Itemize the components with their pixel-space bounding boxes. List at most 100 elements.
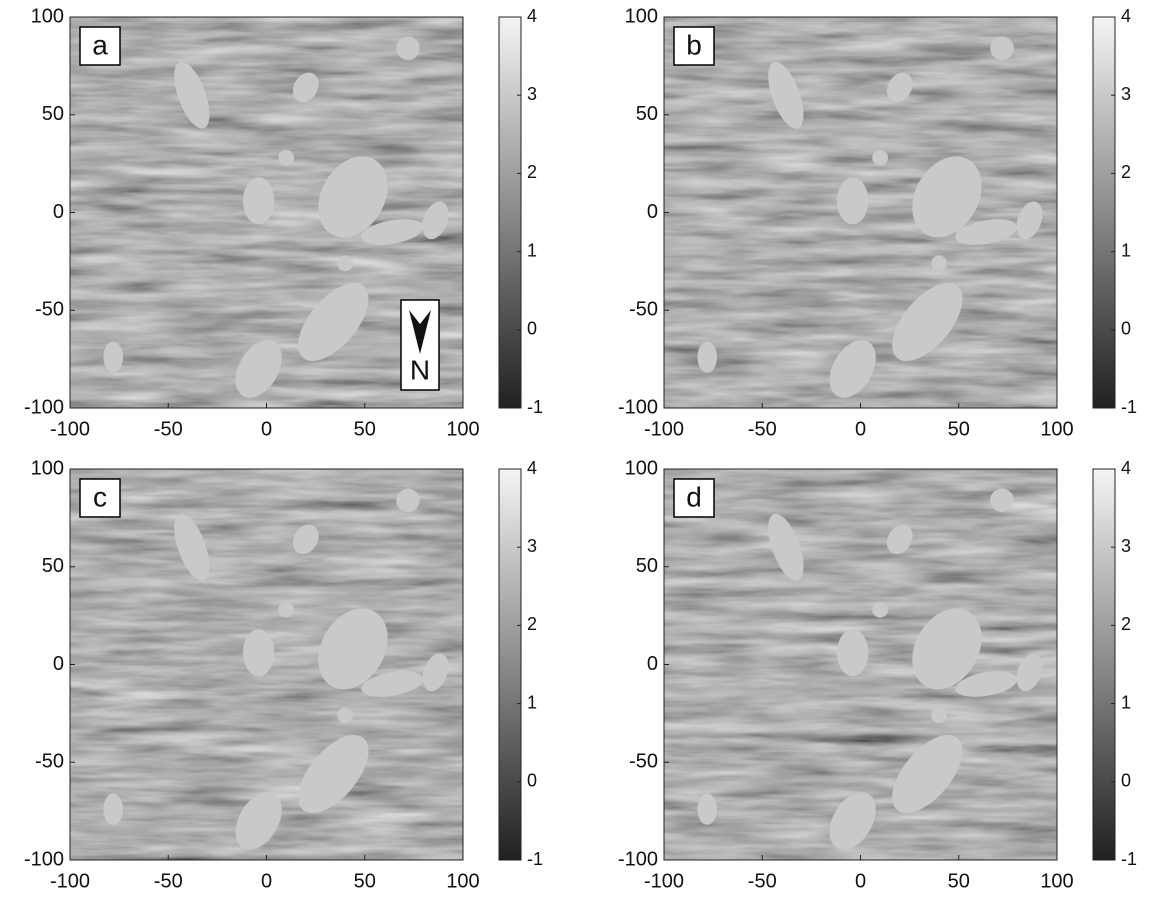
y-tick-label: 0 xyxy=(53,653,64,675)
panel-label: a xyxy=(92,29,108,60)
y-tick-label: -50 xyxy=(629,299,658,321)
colorbar-tick-label: 1 xyxy=(1121,240,1131,260)
panel-label: d xyxy=(686,481,702,512)
x-tick-label: 50 xyxy=(948,418,970,440)
x-tick-label: 50 xyxy=(354,418,376,440)
x-tick-label: 0 xyxy=(261,870,272,892)
bright-region xyxy=(955,671,1018,697)
colorbar-tick-label: -1 xyxy=(1121,397,1137,417)
panel-label: b xyxy=(686,29,702,60)
x-tick-label: 100 xyxy=(1040,418,1073,440)
bright-region xyxy=(422,653,449,692)
bright-region xyxy=(292,524,319,555)
colorbar-tick-label: -1 xyxy=(527,849,543,869)
bright-region xyxy=(278,149,295,166)
bright-region xyxy=(337,707,353,724)
x-tick-label: 100 xyxy=(446,418,479,440)
bright-region xyxy=(292,72,319,103)
bright-region xyxy=(931,255,947,272)
bright-region xyxy=(361,671,424,697)
bright-region xyxy=(396,36,420,61)
colorbar-tick-label: 2 xyxy=(527,614,537,634)
bright-region xyxy=(829,792,876,850)
bright-region xyxy=(278,601,295,618)
colorbar xyxy=(498,16,522,409)
x-tick-label: 0 xyxy=(855,418,866,440)
y-tick-label: -100 xyxy=(24,396,64,418)
bright-region xyxy=(298,734,369,813)
colorbar-tick-label: 2 xyxy=(527,162,537,182)
panel-label-box xyxy=(673,26,715,66)
x-tick-label: 100 xyxy=(446,870,479,892)
bright-region xyxy=(912,156,982,238)
y-tick-label: -50 xyxy=(35,751,64,773)
x-tick-label: -50 xyxy=(154,418,183,440)
colorbar-tick-label: 1 xyxy=(527,240,537,260)
y-tick-label: 50 xyxy=(42,103,64,125)
bright-region xyxy=(912,608,982,690)
bright-region xyxy=(174,513,210,581)
y-tick-label: -100 xyxy=(618,848,658,870)
bright-region xyxy=(242,177,275,225)
bright-region xyxy=(990,36,1014,61)
y-tick-label: 0 xyxy=(53,201,64,223)
y-tick-label: -100 xyxy=(618,396,658,418)
colorbar-tick-label: 3 xyxy=(527,536,537,556)
bright-region xyxy=(892,734,963,813)
colorbar xyxy=(498,468,522,861)
x-tick-label: 0 xyxy=(261,418,272,440)
bright-region xyxy=(1016,201,1043,240)
bright-region xyxy=(697,341,718,373)
panel: -100 -50 0 50 100 -100 -50 0 50 100 d -1 0 1 2 3 4 xyxy=(618,457,1137,892)
y-tick-label: -50 xyxy=(35,299,64,321)
colorbar-tick-label: 0 xyxy=(1121,319,1131,339)
panel: -100 -50 0 50 100 -100 -50 0 50 100 a N -1 0 1 2 3 4 xyxy=(24,5,543,440)
colorbar-tick-label: 4 xyxy=(527,6,537,26)
bright-region xyxy=(337,255,353,272)
y-tick-label: 50 xyxy=(636,555,658,577)
x-tick-label: -100 xyxy=(50,870,90,892)
bright-region xyxy=(361,219,424,245)
colorbar-tick-label: 4 xyxy=(1121,458,1131,478)
x-tick-label: -50 xyxy=(154,870,183,892)
bright-region xyxy=(931,707,947,724)
panel-label-box xyxy=(673,478,715,518)
bright-region xyxy=(1016,653,1043,692)
panel-label-box xyxy=(79,478,121,518)
colorbar-tick-label: 0 xyxy=(1121,771,1131,791)
colorbar-tick-label: 0 xyxy=(527,771,537,791)
colorbar-tick-label: 0 xyxy=(527,319,537,339)
colorbar-tick-label: 4 xyxy=(527,458,537,478)
y-tick-label: 50 xyxy=(42,555,64,577)
x-tick-label: 0 xyxy=(855,870,866,892)
panel: -100 -50 0 50 100 -100 -50 0 50 100 b -1 0 1 2 3 4 xyxy=(618,5,1137,440)
x-tick-label: -100 xyxy=(50,418,90,440)
bright-region xyxy=(768,61,804,129)
colorbar xyxy=(1092,468,1116,861)
bright-region xyxy=(872,601,889,618)
colorbar-tick-label: 1 xyxy=(527,692,537,712)
x-tick-label: -100 xyxy=(644,418,684,440)
colorbar-tick-label: 2 xyxy=(1121,614,1131,634)
x-tick-label: 50 xyxy=(948,870,970,892)
bright-region xyxy=(318,156,388,238)
bright-region xyxy=(298,282,369,361)
bright-region xyxy=(396,488,420,513)
bright-region xyxy=(886,72,913,103)
x-tick-label: -50 xyxy=(748,870,777,892)
colorbar-tick-label: 1 xyxy=(1121,692,1131,712)
bright-region xyxy=(836,177,869,225)
colorbar-tick-label: -1 xyxy=(527,397,543,417)
y-tick-label: 0 xyxy=(647,201,658,223)
y-tick-label: -50 xyxy=(629,751,658,773)
bright-region xyxy=(235,792,282,850)
x-tick-label: 100 xyxy=(1040,870,1073,892)
bright-region xyxy=(697,793,718,825)
north-arrow xyxy=(409,310,431,354)
bright-region xyxy=(103,793,124,825)
bright-region xyxy=(174,61,210,129)
bright-region xyxy=(892,282,963,361)
y-tick-label: -100 xyxy=(24,848,64,870)
